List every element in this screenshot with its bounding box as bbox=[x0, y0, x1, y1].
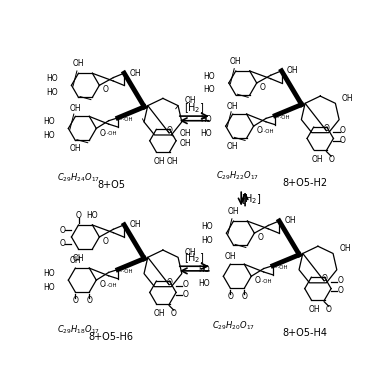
Text: OH: OH bbox=[311, 155, 323, 164]
Text: O: O bbox=[338, 277, 343, 285]
Text: O: O bbox=[86, 296, 92, 305]
Text: OH: OH bbox=[180, 129, 191, 138]
Text: ···OH: ···OH bbox=[274, 265, 288, 269]
Text: O: O bbox=[100, 280, 105, 289]
Text: 8+O5-H6: 8+O5-H6 bbox=[89, 332, 134, 342]
Text: O: O bbox=[323, 124, 329, 133]
Text: OH: OH bbox=[73, 254, 84, 263]
Text: HO: HO bbox=[198, 265, 209, 274]
Text: ···OH: ···OH bbox=[103, 282, 117, 287]
Text: OH: OH bbox=[167, 157, 178, 166]
Text: O: O bbox=[254, 277, 260, 285]
Text: HO: HO bbox=[201, 236, 212, 245]
Text: O: O bbox=[59, 239, 65, 248]
Text: [H$_2$]: [H$_2$] bbox=[184, 252, 205, 266]
Text: $C_{29}H_{20}O_{17}$: $C_{29}H_{20}O_{17}$ bbox=[212, 319, 255, 332]
Text: HO: HO bbox=[43, 269, 54, 278]
Text: OH: OH bbox=[154, 157, 166, 166]
Text: 8+O5: 8+O5 bbox=[97, 181, 125, 190]
Text: OH: OH bbox=[309, 305, 321, 314]
Text: HO: HO bbox=[46, 88, 58, 97]
Text: OH: OH bbox=[69, 104, 81, 113]
Text: HO: HO bbox=[200, 129, 212, 138]
Text: [H$_2$]: [H$_2$] bbox=[241, 192, 261, 206]
Text: O: O bbox=[59, 225, 65, 234]
Text: OH: OH bbox=[284, 216, 296, 225]
Text: OH: OH bbox=[184, 96, 196, 105]
Text: OH: OH bbox=[154, 309, 166, 318]
Text: O: O bbox=[321, 274, 327, 283]
Text: O: O bbox=[227, 292, 233, 301]
Text: HO: HO bbox=[43, 131, 54, 140]
Text: OH: OH bbox=[180, 138, 191, 147]
Text: O: O bbox=[182, 290, 188, 299]
Text: O: O bbox=[166, 278, 172, 287]
Text: OH: OH bbox=[287, 66, 298, 75]
Text: OH: OH bbox=[129, 220, 141, 229]
Text: HO: HO bbox=[200, 115, 212, 124]
Text: ···OH: ···OH bbox=[103, 131, 117, 136]
Text: HO: HO bbox=[87, 211, 98, 220]
Text: HO: HO bbox=[43, 282, 54, 292]
Text: O: O bbox=[260, 83, 266, 92]
Text: O: O bbox=[103, 237, 109, 246]
Text: HO: HO bbox=[203, 85, 215, 94]
Text: ···OH: ···OH bbox=[276, 115, 290, 119]
Text: $C_{29}H_{24}O_{17}$: $C_{29}H_{24}O_{17}$ bbox=[57, 172, 100, 184]
Text: OH: OH bbox=[339, 244, 351, 253]
Text: O: O bbox=[73, 296, 78, 305]
Text: OH: OH bbox=[225, 252, 236, 261]
Text: O: O bbox=[166, 126, 172, 135]
Text: O: O bbox=[326, 305, 332, 314]
Text: HO: HO bbox=[43, 117, 54, 126]
Text: O: O bbox=[100, 129, 105, 138]
Text: OH: OH bbox=[69, 144, 81, 153]
Text: OH: OH bbox=[184, 248, 196, 257]
Text: HO: HO bbox=[198, 279, 209, 288]
Text: ···OH: ···OH bbox=[119, 269, 132, 273]
Text: ···OH: ···OH bbox=[258, 279, 272, 284]
Text: O: O bbox=[241, 292, 247, 301]
Text: O: O bbox=[328, 155, 334, 164]
Text: HO: HO bbox=[203, 71, 215, 81]
Text: [H$_2$]: [H$_2$] bbox=[184, 101, 205, 115]
Text: OH: OH bbox=[341, 94, 353, 103]
Text: O: O bbox=[340, 126, 346, 135]
Text: OH: OH bbox=[73, 59, 84, 68]
Text: ···OH: ···OH bbox=[261, 129, 274, 133]
Text: HO: HO bbox=[201, 222, 212, 231]
Text: $C_{29}H_{18}O_{17}$: $C_{29}H_{18}O_{17}$ bbox=[57, 323, 100, 336]
Text: O: O bbox=[171, 309, 177, 318]
Text: OH: OH bbox=[129, 69, 141, 78]
Text: OH: OH bbox=[227, 142, 238, 151]
Text: O: O bbox=[340, 136, 346, 145]
Text: ···OH: ···OH bbox=[119, 117, 132, 122]
Text: O: O bbox=[257, 126, 263, 135]
Text: OH: OH bbox=[230, 57, 241, 66]
Text: OH: OH bbox=[227, 101, 238, 111]
Text: O: O bbox=[76, 211, 82, 220]
Text: OH: OH bbox=[69, 255, 81, 264]
Text: 8+O5-H2: 8+O5-H2 bbox=[282, 178, 327, 188]
Text: O: O bbox=[182, 280, 188, 289]
Text: 8+O5-H4: 8+O5-H4 bbox=[282, 328, 327, 338]
Text: HO: HO bbox=[46, 74, 58, 83]
Text: OH: OH bbox=[228, 207, 239, 216]
Text: O: O bbox=[258, 233, 263, 242]
Text: $C_{29}H_{22}O_{17}$: $C_{29}H_{22}O_{17}$ bbox=[216, 169, 259, 182]
Text: O: O bbox=[103, 85, 109, 94]
Text: O: O bbox=[338, 286, 343, 295]
